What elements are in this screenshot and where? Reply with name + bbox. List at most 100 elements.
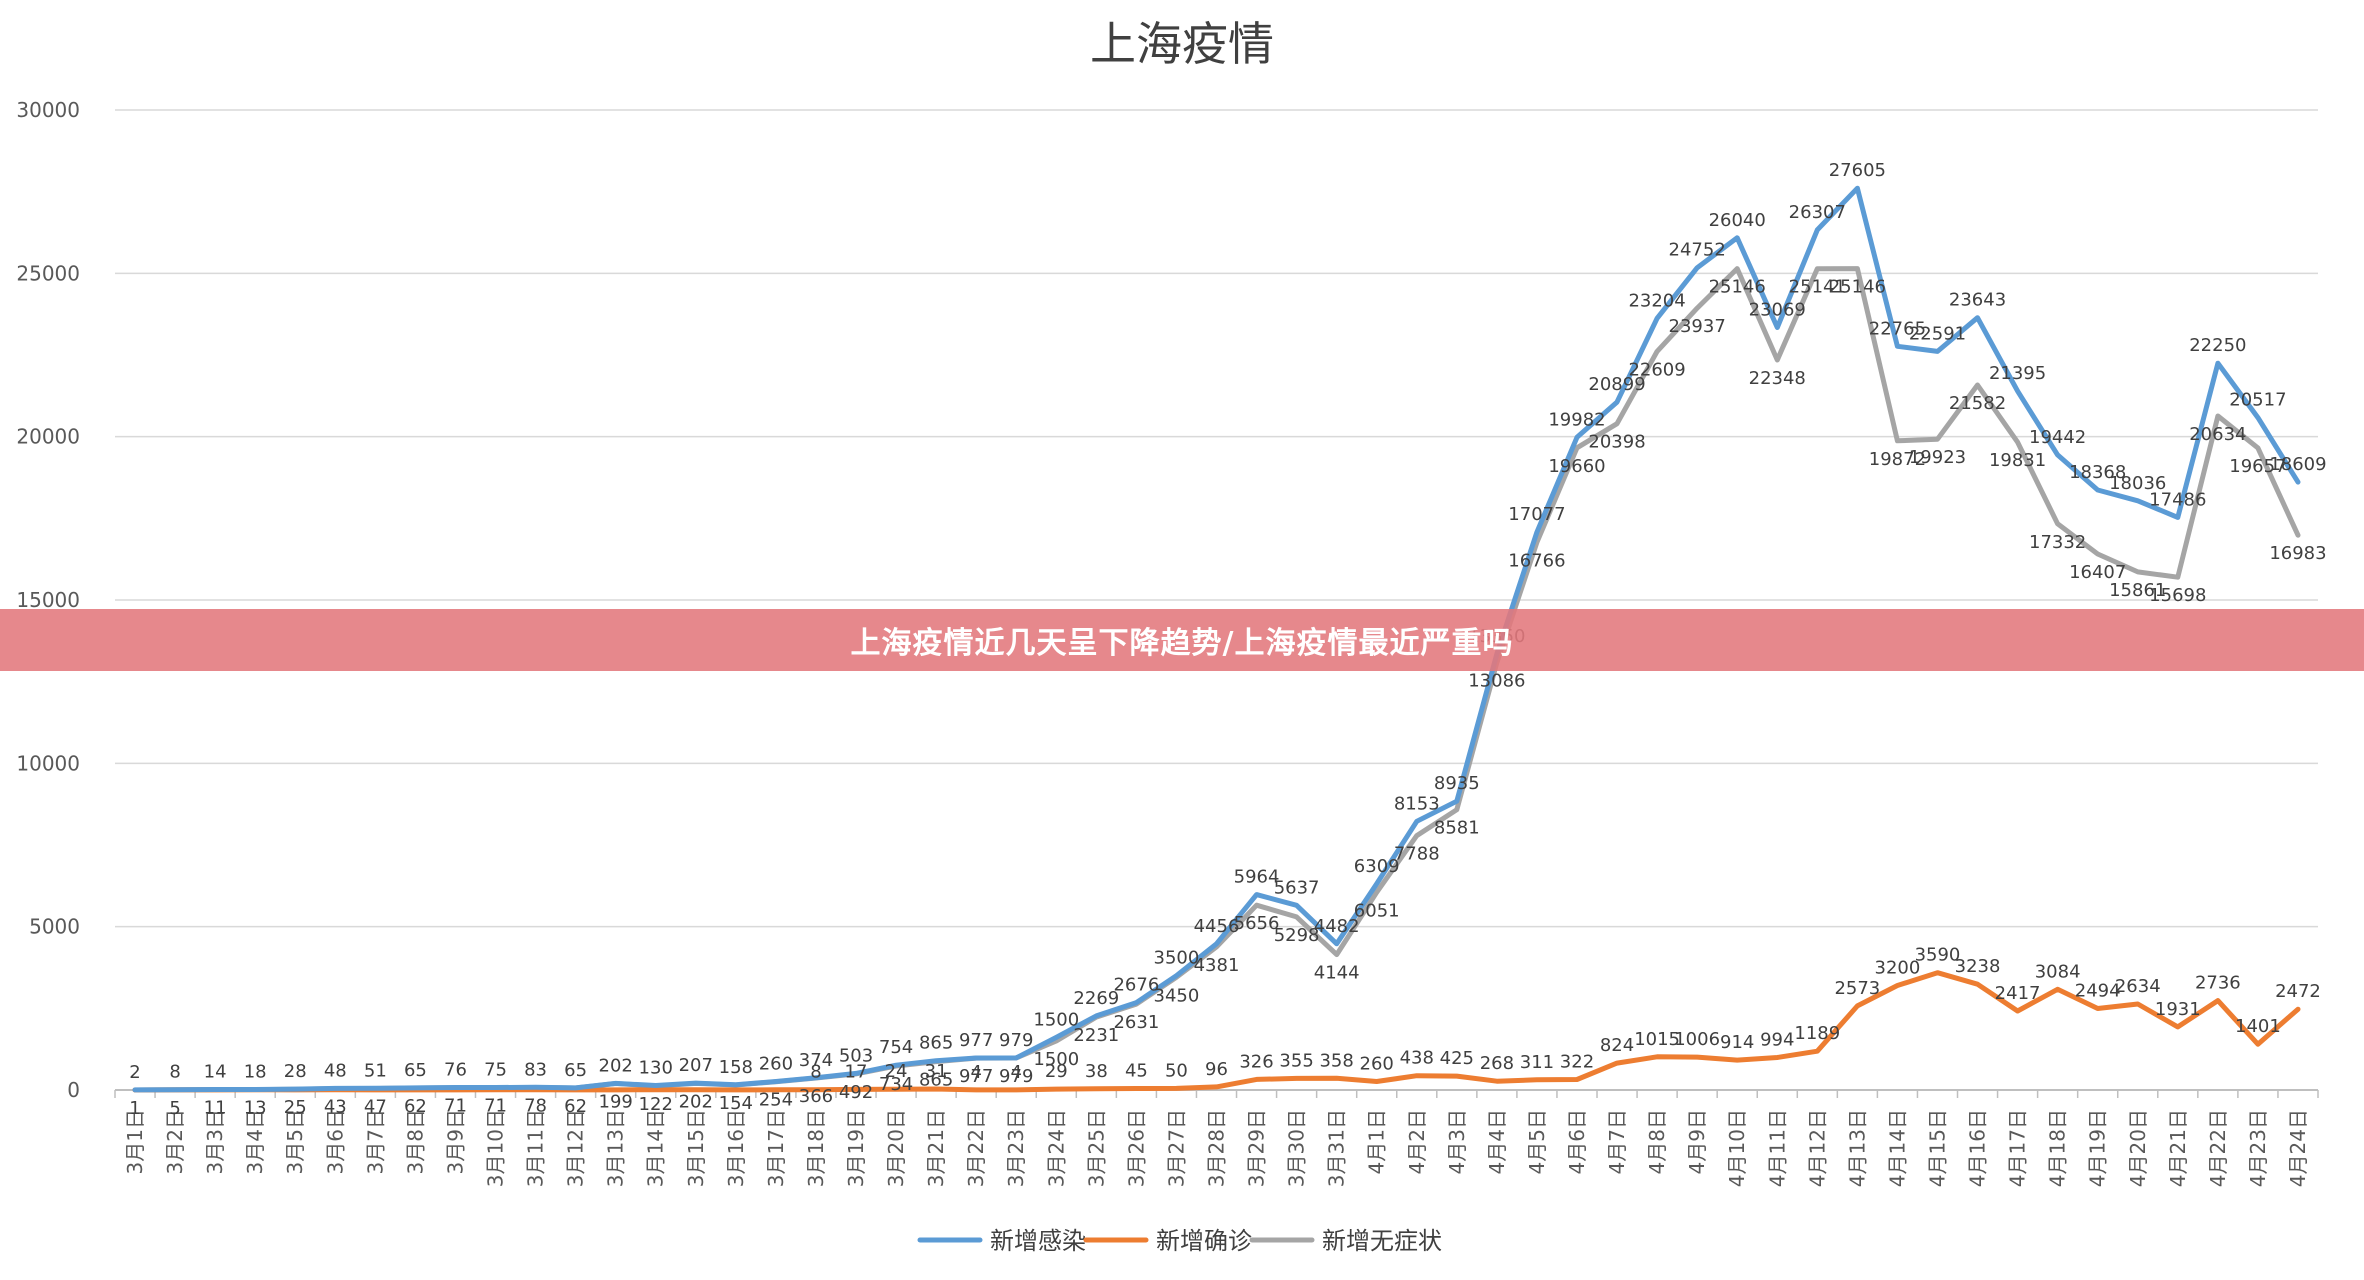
x-tick-label: 3月5日 <box>283 1109 307 1174</box>
data-label: 23643 <box>1949 290 2006 311</box>
data-label: 27605 <box>1829 160 1886 181</box>
data-label: 2417 <box>1995 983 2041 1004</box>
data-label: 18609 <box>2269 454 2326 475</box>
data-label: 23937 <box>1669 316 1726 337</box>
x-tick-label: 4月21日 <box>2166 1109 2190 1187</box>
data-label: 979 <box>999 1066 1033 1087</box>
data-label: 18368 <box>2069 462 2126 483</box>
data-label: 21582 <box>1949 393 2006 414</box>
data-label: 865 <box>919 1033 953 1054</box>
x-tick-label: 3月15日 <box>684 1109 708 1187</box>
data-label: 994 <box>1760 1030 1794 1051</box>
data-label: 26307 <box>1789 202 1846 223</box>
data-label: 824 <box>1600 1035 1634 1056</box>
data-label: 2494 <box>2075 981 2121 1002</box>
x-tick-label: 3月3日 <box>203 1109 227 1174</box>
data-label: 268 <box>1480 1053 1514 1074</box>
x-tick-label: 4月4日 <box>1485 1109 1509 1174</box>
x-tick-label: 3月14日 <box>644 1109 668 1187</box>
data-label: 2634 <box>2115 976 2161 997</box>
x-tick-label: 3月8日 <box>403 1109 427 1174</box>
x-tick-label: 3月1日 <box>123 1109 147 1174</box>
x-tick-label: 4月11日 <box>1765 1109 1789 1187</box>
data-label: 25146 <box>1709 277 1766 298</box>
data-label: 17332 <box>2029 532 2086 553</box>
data-label: 5656 <box>1234 913 1280 934</box>
series-line-0 <box>132 185 2301 1093</box>
y-tick-label: 10000 <box>16 751 80 775</box>
y-tick-label: 15000 <box>16 588 80 612</box>
data-label: 71 <box>484 1096 507 1117</box>
data-label: 865 <box>919 1070 953 1091</box>
x-tick-label: 4月17日 <box>2006 1109 2030 1187</box>
data-label: 22250 <box>2189 335 2246 356</box>
data-label: 62 <box>564 1096 587 1117</box>
x-tick-label: 3月13日 <box>604 1109 628 1187</box>
x-tick-label: 3月11日 <box>524 1109 548 1187</box>
y-tick-label: 20000 <box>16 425 80 449</box>
data-label: 50 <box>1165 1060 1188 1081</box>
data-label: 358 <box>1319 1050 1353 1071</box>
data-label: 366 <box>799 1086 833 1107</box>
x-tick-label: 4月13日 <box>1845 1109 1869 1187</box>
data-label: 76 <box>444 1060 467 1081</box>
chart-title: 上海疫情 <box>1090 17 1274 71</box>
data-label: 2269 <box>1073 988 1119 1009</box>
x-tick-label: 4月24日 <box>2286 1109 2310 1187</box>
x-tick-label: 3月31日 <box>1325 1109 1349 1187</box>
legend-label: 新增确诊 <box>1156 1227 1252 1255</box>
data-label: 5964 <box>1234 867 1280 888</box>
x-tick-label: 3月29日 <box>1245 1109 1269 1187</box>
x-tick-label: 3月19日 <box>844 1109 868 1187</box>
data-label: 83 <box>524 1059 547 1080</box>
banner-text: 上海疫情近几天呈下降趋势/上海疫情最近严重吗 <box>850 626 1514 661</box>
x-tick-label: 3月4日 <box>243 1109 267 1174</box>
data-label: 1 <box>129 1098 140 1119</box>
data-label: 130 <box>639 1057 673 1078</box>
data-label: 4 <box>1011 1062 1022 1083</box>
data-label: 47 <box>364 1096 387 1117</box>
data-label: 25146 <box>1829 277 1886 298</box>
data-label: 7788 <box>1394 844 1440 865</box>
data-label: 24 <box>885 1061 908 1082</box>
data-label: 23204 <box>1628 290 1685 311</box>
data-label: 3084 <box>2035 961 2081 982</box>
x-tick-label: 3月12日 <box>564 1109 588 1187</box>
data-label: 28 <box>284 1061 307 1082</box>
data-label: 2 <box>129 1062 140 1083</box>
data-label: 2472 <box>2275 981 2321 1002</box>
data-label: 16407 <box>2069 562 2126 583</box>
data-label: 45 <box>1125 1061 1148 1082</box>
data-label: 20517 <box>2229 390 2286 411</box>
data-label: 914 <box>1720 1032 1754 1053</box>
x-tick-label: 3月6日 <box>323 1109 347 1174</box>
x-tick-label: 3月21日 <box>924 1109 948 1187</box>
data-label: 260 <box>1360 1054 1394 1075</box>
data-label: 4 <box>970 1062 981 1083</box>
data-label: 22348 <box>1749 368 1806 389</box>
data-label: 43 <box>324 1097 347 1118</box>
data-label: 3450 <box>1154 985 1200 1006</box>
legend: 新增感染 新增确诊 新增无症状 <box>917 1227 1442 1255</box>
x-tick-label: 4月5日 <box>1525 1109 1549 1174</box>
data-label: 25 <box>284 1097 307 1118</box>
y-tick-label: 25000 <box>16 261 80 285</box>
data-label: 15861 <box>2109 580 2166 601</box>
data-label: 22591 <box>1909 323 1966 344</box>
data-label: 1500 <box>1033 1049 1079 1070</box>
data-label: 6051 <box>1354 900 1400 921</box>
data-label: 503 <box>839 1045 873 1066</box>
data-label: 62 <box>404 1096 427 1117</box>
data-label: 260 <box>759 1054 793 1075</box>
data-label: 977 <box>959 1066 993 1087</box>
data-label: 18036 <box>2109 473 2166 494</box>
data-label: 154 <box>719 1093 753 1114</box>
data-label: 78 <box>524 1095 547 1116</box>
data-label: 754 <box>879 1037 913 1058</box>
data-labels: 2 8 14 18 28 48 51 65 76 75 83 65 202 130 207 158 260 374… <box>129 160 2326 1119</box>
data-label: 3590 <box>1915 945 1961 966</box>
y-tick-label: 5000 <box>29 915 80 939</box>
x-tick-label: 3月30日 <box>1285 1109 1309 1187</box>
data-label: 2631 <box>1113 1012 1159 1033</box>
data-label: 199 <box>599 1091 633 1112</box>
